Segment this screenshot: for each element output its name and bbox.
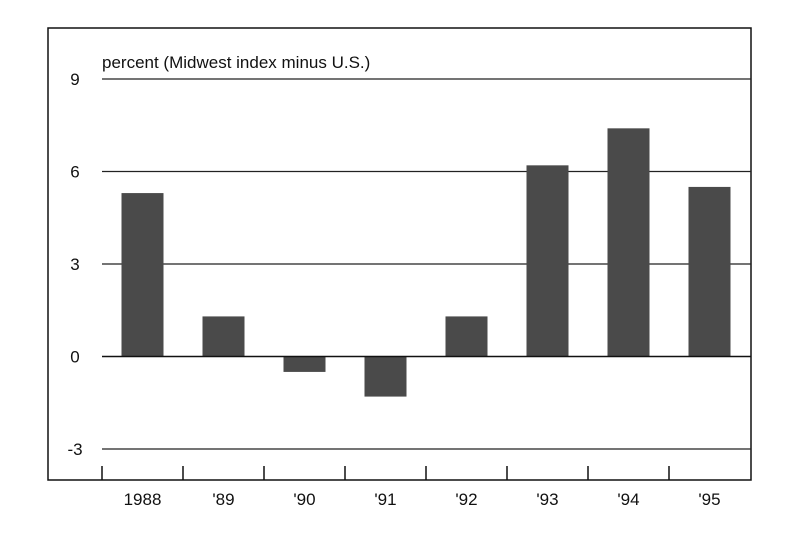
y-tick-label: 9 <box>70 70 79 89</box>
y-tick-label: -3 <box>67 440 82 459</box>
y-tick-label: 3 <box>70 255 79 274</box>
y-tick-label: 6 <box>70 163 79 182</box>
bar <box>688 186 731 357</box>
plot-frame <box>47 27 752 481</box>
bar <box>202 316 245 357</box>
bar <box>283 356 326 372</box>
x-tick-label: 1988 <box>124 490 162 509</box>
x-tick-label: '91 <box>374 490 396 509</box>
bar <box>364 356 407 397</box>
bar <box>526 165 569 357</box>
y-tick-labels: -3 0 3 6 9 <box>67 70 82 459</box>
x-tick-label: '92 <box>455 490 477 509</box>
x-tick-label: '90 <box>293 490 315 509</box>
x-tick-label: '93 <box>536 490 558 509</box>
x-tick-labels: 1988 '89 '90 '91 '92 '93 '94 '95 <box>124 490 721 509</box>
bars <box>121 128 731 397</box>
x-tick-label: '89 <box>212 490 234 509</box>
x-tick-marks <box>101 466 670 480</box>
bar <box>121 193 164 357</box>
x-tick-label: '94 <box>617 490 639 509</box>
y-tick-label: 0 <box>70 348 79 367</box>
bar <box>607 128 650 357</box>
x-tick-label: '95 <box>698 490 720 509</box>
gridlines <box>102 78 751 450</box>
bar <box>445 316 488 357</box>
y-axis-label: percent (Midwest index minus U.S.) <box>102 53 370 72</box>
